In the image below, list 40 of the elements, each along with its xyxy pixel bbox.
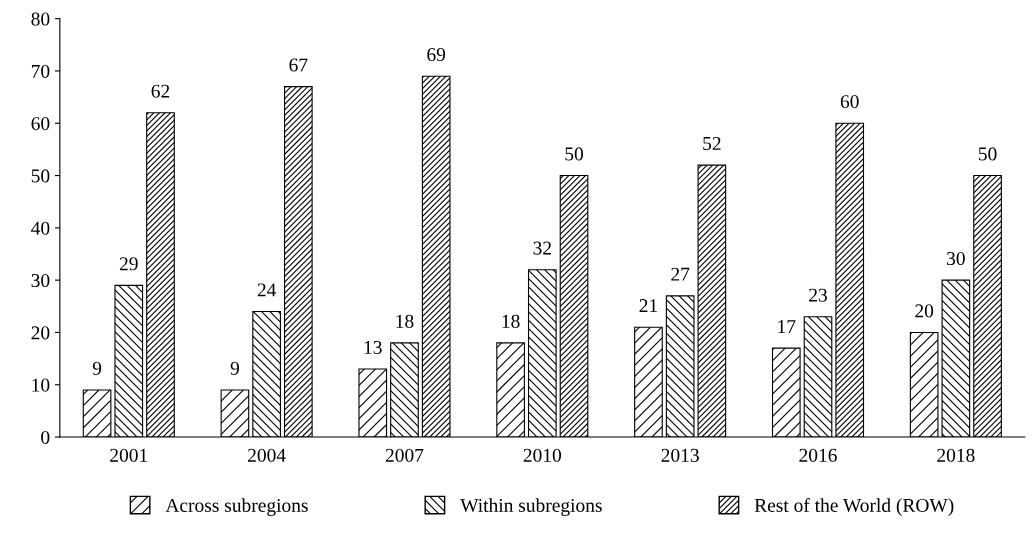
data-label: 32	[533, 241, 551, 255]
x-tick-label: 2018	[937, 448, 975, 462]
data-label: 9	[92, 361, 102, 375]
y-tick-label: 80	[31, 12, 50, 26]
x-tick-label: 2004	[248, 448, 286, 462]
legend-label: Rest of the World (ROW)	[754, 498, 954, 516]
legend-label: Within subregions	[460, 498, 602, 516]
data-label: 18	[502, 314, 520, 328]
data-label: 17	[778, 320, 796, 333]
legend-label: Across subregions	[165, 498, 308, 516]
data-label: 27	[671, 267, 690, 281]
y-tick-label: 30	[31, 273, 50, 288]
data-label: 69	[427, 48, 446, 62]
data-label: 67	[289, 58, 308, 72]
data-label: 62	[151, 84, 170, 98]
data-label: 24	[257, 283, 277, 297]
x-tick-label: 2010	[523, 448, 562, 462]
y-tick-label: 20	[31, 326, 50, 340]
data-label: 18	[396, 314, 414, 328]
x-tick-label: 2007	[385, 448, 424, 462]
x-tick-label: 2001	[110, 448, 148, 462]
data-label: 60	[840, 95, 859, 109]
y-tick-label: 50	[31, 169, 50, 183]
data-label: 21	[639, 299, 658, 312]
data-label: 30	[947, 251, 965, 266]
data-label: 50	[978, 147, 997, 161]
y-tick-label: 40	[31, 221, 50, 235]
data-label: 29	[119, 257, 138, 271]
data-label: 13	[364, 340, 382, 355]
y-tick-label: 60	[31, 117, 50, 131]
data-label: 9	[230, 361, 239, 375]
x-tick-label: 2013	[661, 448, 699, 462]
data-label: 50	[565, 147, 583, 161]
data-label: 23	[809, 288, 827, 302]
data-label: 20	[915, 304, 934, 318]
x-tick-label: 2016	[799, 448, 837, 462]
y-tick-label: 10	[32, 378, 50, 392]
y-tick-label: 0	[41, 430, 50, 444]
y-tick-label: 70	[31, 64, 50, 78]
data-label: 52	[703, 136, 721, 151]
